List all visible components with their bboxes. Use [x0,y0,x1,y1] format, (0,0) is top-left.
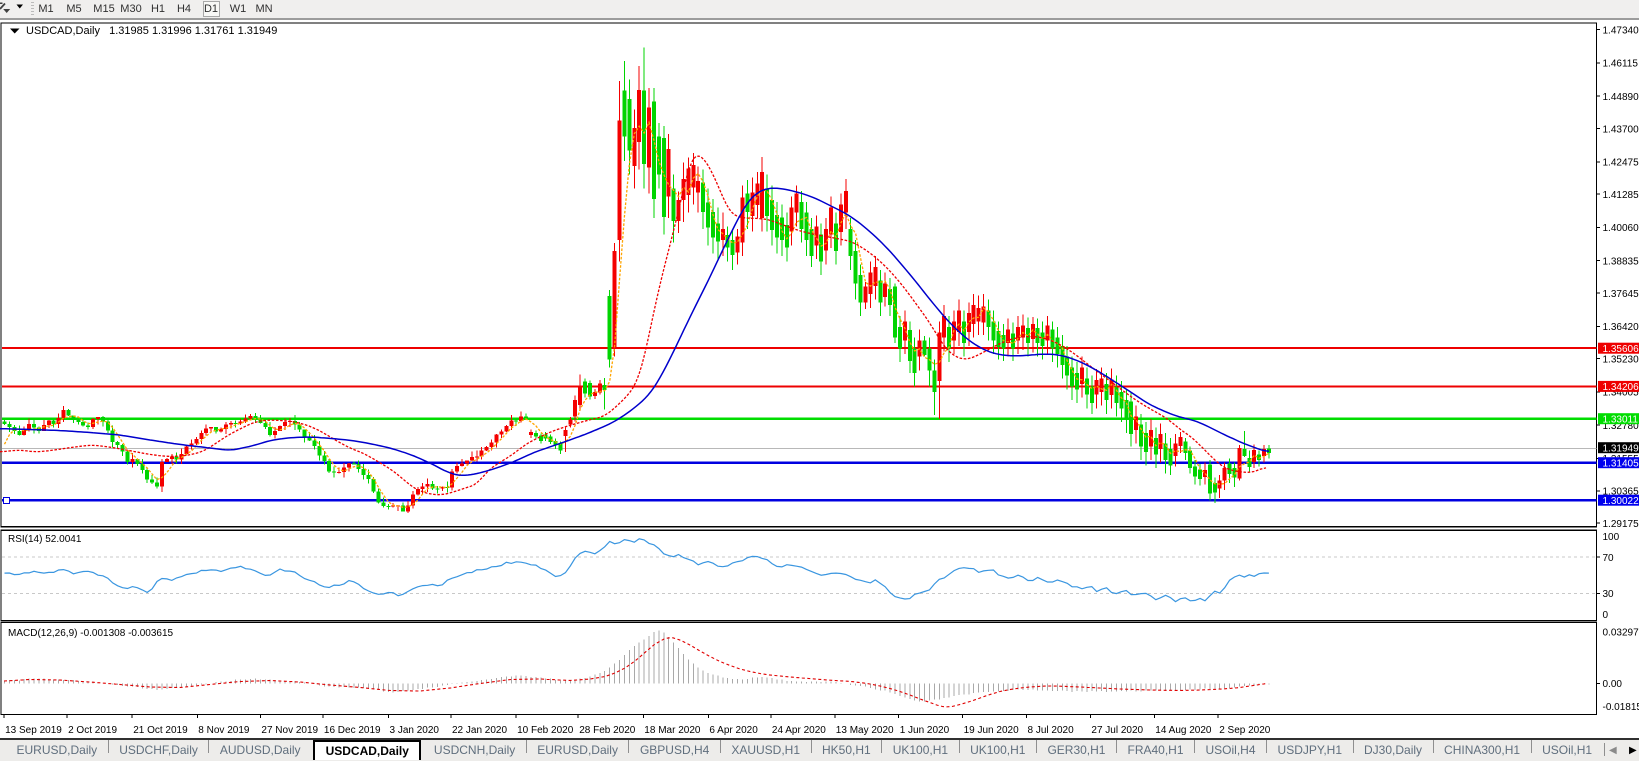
svg-text:28 Feb 2020: 28 Feb 2020 [579,725,636,736]
svg-text:MACD(12,26,9) -0.001308 -0.003: MACD(12,26,9) -0.001308 -0.003615 [8,628,174,639]
svg-text:-0.018154: -0.018154 [1603,702,1639,713]
svg-text:0.00: 0.00 [1603,679,1623,690]
svg-text:19 Jun 2020: 19 Jun 2020 [964,725,1019,736]
svg-text:1.43700: 1.43700 [1603,124,1639,135]
svg-text:10 Feb 2020: 10 Feb 2020 [517,725,574,736]
svg-text:1.35230: 1.35230 [1603,354,1639,365]
svg-text:3 Jan 2020: 3 Jan 2020 [390,725,440,736]
svg-text:0: 0 [1603,610,1609,621]
svg-text:14 Aug 2020: 14 Aug 2020 [1155,725,1212,736]
svg-text:1.29175: 1.29175 [1603,519,1639,530]
svg-text:1.30022: 1.30022 [1603,496,1639,507]
svg-text:2 Sep 2020: 2 Sep 2020 [1219,725,1271,736]
svg-text:1 Jun 2020: 1 Jun 2020 [900,725,950,736]
svg-text:1.30365: 1.30365 [1603,487,1639,498]
svg-text:2 Oct 2019: 2 Oct 2019 [68,725,117,736]
svg-text:30: 30 [1603,589,1615,600]
svg-text:100: 100 [1603,532,1620,543]
svg-text:13 Sep 2019: 13 Sep 2019 [5,725,62,736]
svg-text:1.44890: 1.44890 [1603,92,1639,103]
svg-text:1.33011: 1.33011 [1603,415,1639,426]
svg-text:1.40060: 1.40060 [1603,223,1639,234]
svg-text:22 Jan 2020: 22 Jan 2020 [452,725,507,736]
svg-text:70: 70 [1603,553,1615,564]
svg-text:1.38835: 1.38835 [1603,257,1639,268]
svg-text:1.36420: 1.36420 [1603,322,1639,333]
svg-text:21 Oct 2019: 21 Oct 2019 [133,725,188,736]
svg-text:13 May 2020: 13 May 2020 [836,725,894,736]
svg-text:RSI(14) 52.0041: RSI(14) 52.0041 [8,534,82,545]
svg-text:1.35606: 1.35606 [1603,344,1639,355]
svg-text:1.47340: 1.47340 [1603,25,1639,36]
svg-text:1.31405: 1.31405 [1603,459,1639,470]
svg-text:8 Jul 2020: 8 Jul 2020 [1028,725,1075,736]
svg-text:0.032972: 0.032972 [1603,627,1639,638]
svg-text:18 Mar 2020: 18 Mar 2020 [644,725,701,736]
svg-text:1.41285: 1.41285 [1603,190,1639,201]
svg-text:1.32780: 1.32780 [1603,421,1639,432]
svg-text:1.34206: 1.34206 [1603,382,1639,393]
svg-text:27 Jul 2020: 27 Jul 2020 [1091,725,1143,736]
svg-text:8 Nov 2019: 8 Nov 2019 [198,725,250,736]
svg-text:27 Nov 2019: 27 Nov 2019 [261,725,318,736]
svg-text:1.46115: 1.46115 [1603,59,1639,70]
svg-text:1.42475: 1.42475 [1603,158,1639,169]
svg-text:6 Apr 2020: 6 Apr 2020 [709,725,758,736]
svg-text:1.37645: 1.37645 [1603,289,1639,300]
svg-text:USDCAD,Daily 1.31985 1.31996: USDCAD,Daily 1.31985 1.31996 1.31761 1.3… [26,25,277,37]
svg-text:16 Dec 2019: 16 Dec 2019 [324,725,381,736]
svg-text:1.31949: 1.31949 [1603,444,1639,455]
svg-text:1.34005: 1.34005 [1603,388,1639,399]
svg-text:24 Apr 2020: 24 Apr 2020 [772,725,826,736]
